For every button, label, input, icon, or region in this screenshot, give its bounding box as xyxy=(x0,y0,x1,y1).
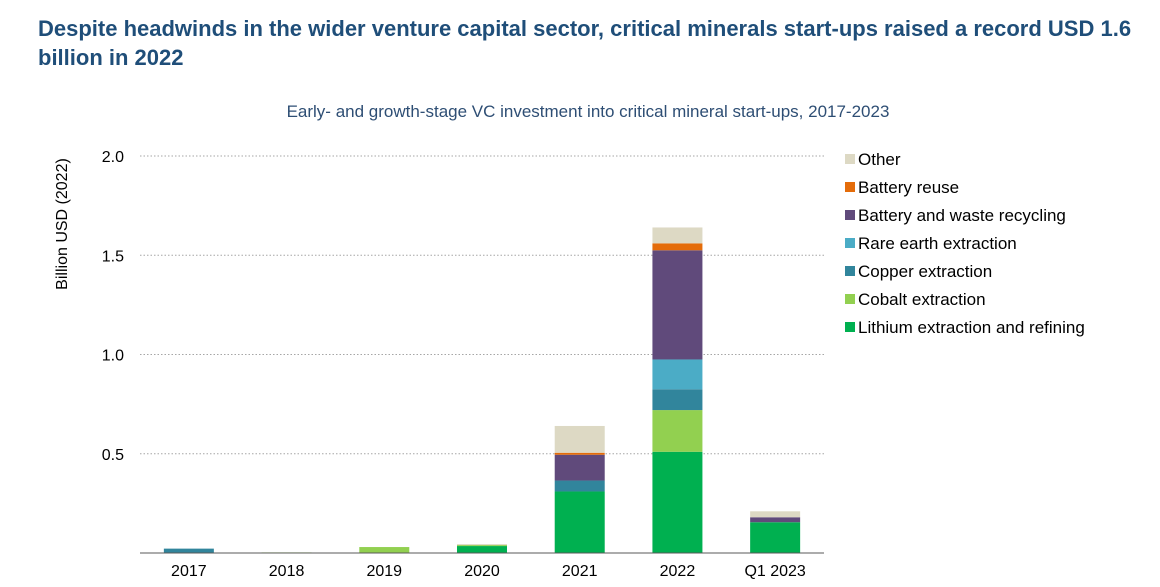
bar-segment xyxy=(652,250,703,360)
legend-label: Lithium extraction and refining xyxy=(858,318,1085,337)
legend-swatch xyxy=(845,238,855,248)
bar-segment xyxy=(554,480,605,492)
bar-segment xyxy=(457,544,507,546)
bar-segment xyxy=(554,425,605,453)
legend-swatch xyxy=(845,266,855,276)
bars xyxy=(163,227,801,553)
x-axis-ticks: 2017 2018 2019 2020 2021 2022 Q1 2023 xyxy=(171,563,806,580)
bar-segment xyxy=(457,546,507,553)
bar-segment xyxy=(652,451,703,553)
legend-swatch xyxy=(845,154,855,164)
gridlines xyxy=(140,155,824,455)
y-axis-label: Billion USD (2022) xyxy=(54,158,71,290)
x-tick-label: 2020 xyxy=(464,563,500,580)
bar-segment xyxy=(652,243,703,251)
bar-segment xyxy=(652,359,703,390)
legend-label: Rare earth extraction xyxy=(858,234,1017,253)
bar-segment xyxy=(652,227,703,244)
bar-segment xyxy=(554,452,605,455)
legend-label: Copper extraction xyxy=(858,262,992,281)
x-tick-label: 2017 xyxy=(171,563,207,580)
chart-subtitle: Early- and growth-stage VC investment in… xyxy=(287,102,890,121)
y-tick-label: 2.0 xyxy=(102,149,124,166)
x-tick-label: 2019 xyxy=(366,563,402,580)
legend-label: Cobalt extraction xyxy=(858,290,986,309)
y-tick-label: 1.0 xyxy=(102,348,124,365)
bar-segment xyxy=(750,511,801,518)
x-tick-label: 2018 xyxy=(269,563,305,580)
bar-segment xyxy=(750,517,801,523)
bar-segment xyxy=(750,522,801,553)
bar-segment xyxy=(554,454,605,481)
bar-segment xyxy=(554,491,605,553)
y-tick-label: 0.5 xyxy=(102,447,124,464)
bar-segment xyxy=(457,545,507,547)
y-tick-label: 1.5 xyxy=(102,248,124,265)
bar-segment xyxy=(163,548,214,553)
legend-label: Battery and waste recycling xyxy=(858,206,1066,225)
legend: Other Battery reuse Battery and waste recy… xyxy=(845,150,1085,337)
legend-label: Other xyxy=(858,150,901,169)
legend-swatch xyxy=(845,182,855,192)
bar-segment xyxy=(652,410,703,452)
y-axis-ticks: 0.5 1.0 1.5 2.0 xyxy=(102,149,124,464)
headline: Despite headwinds in the wider venture c… xyxy=(38,16,1132,70)
legend-swatch xyxy=(845,322,855,332)
bar-segment xyxy=(652,389,703,411)
legend-swatch xyxy=(845,210,855,220)
bar-segment xyxy=(359,547,410,553)
legend-label: Battery reuse xyxy=(858,178,959,197)
legend-swatch xyxy=(845,294,855,304)
x-tick-label: Q1 2023 xyxy=(744,563,805,580)
x-tick-label: 2022 xyxy=(660,563,696,580)
x-tick-label: 2021 xyxy=(562,563,598,580)
